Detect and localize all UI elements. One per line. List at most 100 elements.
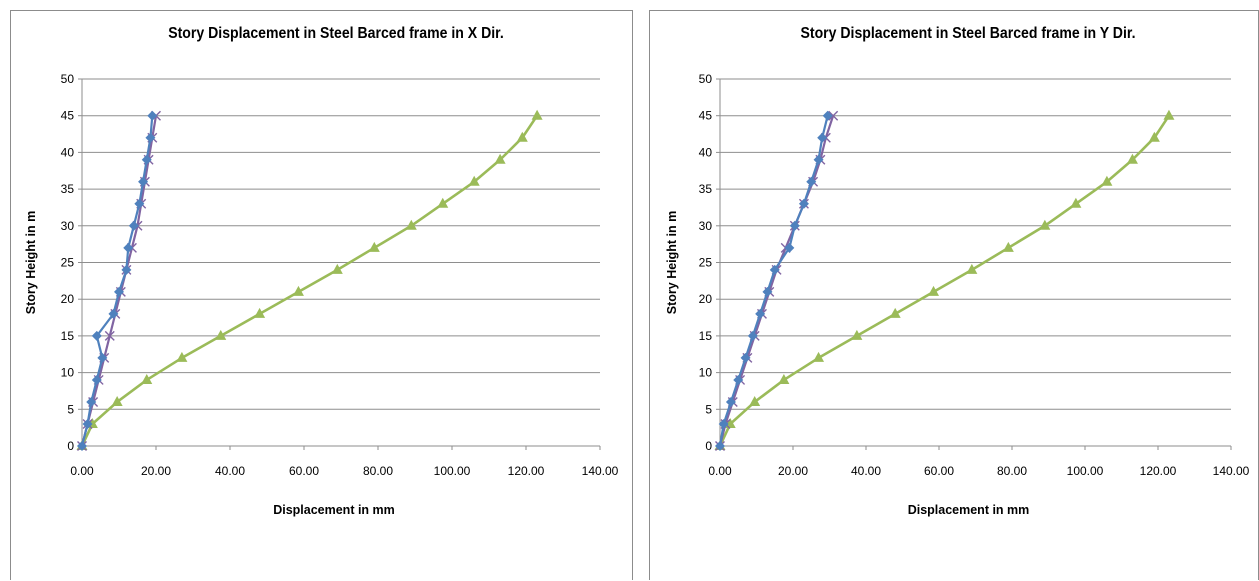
x-tick-label: 40.00 bbox=[215, 464, 245, 478]
data-point bbox=[104, 330, 115, 341]
data-point bbox=[1101, 175, 1113, 186]
chart-title: Story Displacement in Steel Barced frame… bbox=[168, 24, 504, 42]
data-point bbox=[145, 132, 156, 143]
y-tick-label: 15 bbox=[61, 329, 75, 343]
data-point bbox=[798, 198, 809, 209]
data-point bbox=[789, 220, 800, 231]
series-line bbox=[80, 115, 154, 447]
y-tick-label: 30 bbox=[61, 219, 75, 233]
data-point bbox=[966, 263, 978, 274]
data-point bbox=[91, 330, 102, 341]
chart-title: Story Displacement in Steel Barced frame… bbox=[800, 24, 1135, 42]
y-tick-label: 25 bbox=[699, 256, 713, 270]
data-point bbox=[1163, 109, 1175, 120]
data-point bbox=[215, 329, 227, 340]
data-point bbox=[718, 418, 729, 429]
x-axis-label: Displacement in mm bbox=[908, 503, 1030, 517]
data-point bbox=[531, 109, 543, 120]
y-tick-label: 20 bbox=[699, 292, 713, 306]
data-point bbox=[828, 110, 839, 121]
data-point bbox=[97, 352, 108, 363]
data-point bbox=[134, 198, 145, 209]
chart-panel-y-dir: Story Displacement in Steel Barced frame… bbox=[649, 10, 1259, 580]
data-point bbox=[813, 351, 825, 362]
y-tick-label: 10 bbox=[699, 366, 713, 380]
data-point bbox=[715, 441, 725, 451]
y-tick-label: 45 bbox=[699, 109, 713, 123]
x-tick-label: 40.00 bbox=[851, 464, 881, 478]
y-tick-label: 5 bbox=[67, 402, 74, 416]
data-point bbox=[817, 132, 828, 143]
data-point bbox=[468, 175, 480, 186]
y-tick-label: 45 bbox=[61, 109, 75, 123]
y-tick-label: 0 bbox=[705, 439, 712, 453]
data-point bbox=[749, 395, 761, 406]
data-point bbox=[86, 396, 97, 407]
data-point bbox=[784, 242, 795, 253]
data-point bbox=[147, 110, 158, 121]
y-axis-label: Story Height in m bbox=[665, 211, 679, 314]
y-tick-label: 35 bbox=[699, 182, 713, 196]
series-line bbox=[718, 115, 829, 447]
y-axis-label: Story Height in m bbox=[24, 211, 38, 314]
data-point bbox=[121, 264, 132, 275]
y-tick-label: 15 bbox=[699, 329, 713, 343]
data-point bbox=[733, 374, 744, 385]
x-tick-label: 140.00 bbox=[582, 464, 619, 478]
x-tick-label: 20.00 bbox=[141, 464, 171, 478]
data-point bbox=[91, 374, 102, 385]
data-point bbox=[1070, 197, 1082, 208]
y-tick-label: 5 bbox=[705, 402, 712, 416]
x-tick-label: 60.00 bbox=[924, 464, 954, 478]
data-point bbox=[138, 176, 149, 187]
data-point bbox=[176, 351, 188, 362]
x-tick-label: 80.00 bbox=[363, 464, 393, 478]
x-tick-label: 100.00 bbox=[1067, 464, 1104, 478]
data-point bbox=[813, 154, 824, 165]
x-tick-label: 100.00 bbox=[434, 464, 471, 478]
data-point bbox=[755, 308, 766, 319]
data-point bbox=[77, 441, 87, 451]
y-tick-label: 0 bbox=[67, 439, 74, 453]
data-point bbox=[292, 285, 304, 296]
data-point bbox=[769, 264, 780, 275]
y-tick-label: 20 bbox=[61, 292, 75, 306]
data-point bbox=[740, 352, 751, 363]
y-tick-label: 10 bbox=[61, 366, 75, 380]
series-model-i bbox=[715, 110, 833, 451]
x-tick-label: 140.00 bbox=[1213, 464, 1250, 478]
data-point bbox=[128, 220, 139, 231]
x-tick-label: 60.00 bbox=[289, 464, 319, 478]
x-tick-label: 120.00 bbox=[1140, 464, 1177, 478]
y-tick-label: 50 bbox=[61, 72, 75, 86]
data-point bbox=[1148, 131, 1160, 142]
y-tick-label: 40 bbox=[61, 145, 75, 159]
data-point bbox=[762, 286, 773, 297]
data-point bbox=[778, 373, 790, 384]
data-point bbox=[1002, 241, 1014, 252]
data-point bbox=[111, 395, 123, 406]
data-point bbox=[1039, 219, 1051, 230]
chart-y-dir: Story Displacement in Steel Barced frame… bbox=[665, 24, 1250, 517]
y-tick-label: 35 bbox=[61, 182, 75, 196]
data-point bbox=[82, 418, 93, 429]
chart-x-dir: Story Displacement in Steel Barced frame… bbox=[24, 24, 619, 517]
data-point bbox=[331, 263, 343, 274]
data-point bbox=[254, 307, 266, 318]
data-point bbox=[368, 241, 380, 252]
y-tick-label: 30 bbox=[699, 219, 713, 233]
series-line bbox=[718, 114, 1171, 447]
chart-panel-x-dir: Story Displacement in Steel Barced frame… bbox=[10, 10, 633, 580]
data-point bbox=[123, 242, 134, 253]
data-point bbox=[851, 329, 863, 340]
series-line bbox=[80, 114, 539, 447]
series-model-i bbox=[77, 110, 158, 451]
data-point bbox=[494, 153, 506, 164]
data-point bbox=[806, 176, 817, 187]
data-point bbox=[114, 286, 124, 297]
x-tick-label: 20.00 bbox=[778, 464, 808, 478]
x-tick-label: 80.00 bbox=[997, 464, 1027, 478]
data-point bbox=[437, 197, 449, 208]
x-axis-label: Displacement in mm bbox=[273, 503, 395, 517]
y-tick-label: 25 bbox=[61, 256, 75, 270]
